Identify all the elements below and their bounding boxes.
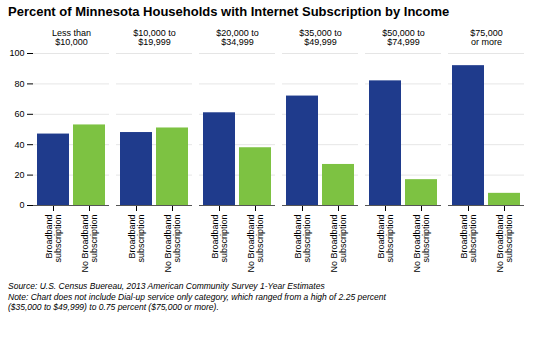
html-text:Percent of Minnesota Household: Percent of Minnesota Households with Int… (8, 4, 450, 19)
svg-text:Broadbandsubscription: Broadbandsubscription (127, 215, 146, 263)
svg-text:$50,000 to$74,999: $50,000 to$74,999 (382, 28, 425, 47)
svg-text:80: 80 (14, 79, 24, 89)
svg-text:100: 100 (9, 48, 24, 58)
svg-text:20: 20 (14, 170, 24, 180)
svg-text:No Broadbandsubscription: No Broadbandsubscription (163, 215, 182, 273)
svg-text:40: 40 (14, 140, 24, 150)
svg-text:$10,000 to$19,999: $10,000 to$19,999 (133, 28, 176, 47)
html-text:Note: Chart does not include D: Note: Chart does not include Dial-up ser… (8, 291, 386, 313)
svg-text:$35,000 to$49,999: $35,000 to$49,999 (299, 28, 342, 47)
html-text:Source: U.S. Census Buereau, 2: Source: U.S. Census Buereau, 2013 Americ… (8, 281, 325, 291)
svg-text:Broadbandsubscription: Broadbandsubscription (459, 215, 478, 263)
svg-text:0: 0 (19, 200, 24, 210)
svg-text:No Broadbandsubscription: No Broadbandsubscription (246, 215, 265, 273)
svg-text:Less than$10,000: Less than$10,000 (52, 28, 91, 47)
svg-text:No Broadbandsubscription: No Broadbandsubscription (329, 215, 348, 273)
svg-text:No Broadbandsubscription: No Broadbandsubscription (412, 215, 431, 273)
svg-text:No Broadbandsubscription: No Broadbandsubscription (495, 215, 514, 273)
svg-text:Broadbandsubscription: Broadbandsubscription (293, 215, 312, 263)
svg-text:60: 60 (14, 109, 24, 119)
svg-text:Broadbandsubscription: Broadbandsubscription (210, 215, 229, 263)
svg-text:$75,000or more: $75,000or more (470, 28, 503, 47)
svg-text:$20,000 to$34,999: $20,000 to$34,999 (216, 28, 259, 47)
svg-text:No Broadbandsubscription: No Broadbandsubscription (80, 215, 99, 273)
svg-text:Broadbandsubscription: Broadbandsubscription (376, 215, 395, 263)
svg-text:Broadbandsubscription: Broadbandsubscription (44, 215, 63, 263)
